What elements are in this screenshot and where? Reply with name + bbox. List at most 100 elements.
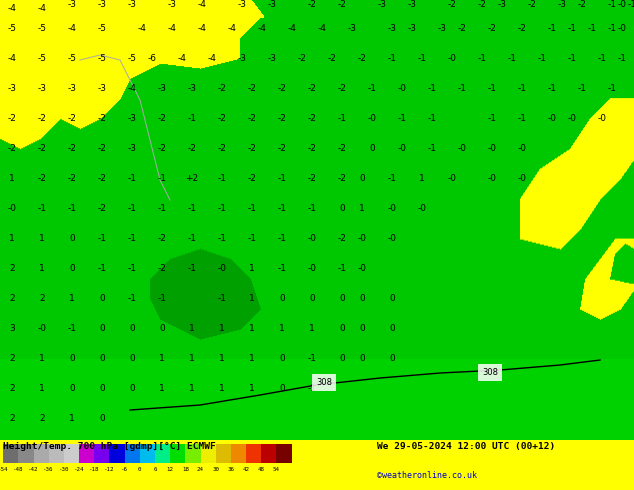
Text: -2: -2 <box>578 0 586 8</box>
Text: 0: 0 <box>389 323 395 333</box>
Text: -5: -5 <box>98 53 107 63</box>
Text: -1: -1 <box>307 203 316 213</box>
Text: -2: -2 <box>158 234 167 243</box>
Text: 0: 0 <box>99 294 105 302</box>
Text: 0: 0 <box>309 294 315 302</box>
Text: 1: 1 <box>189 323 195 333</box>
Bar <box>170 443 185 463</box>
Text: -1: -1 <box>278 173 287 182</box>
Text: -2: -2 <box>98 114 107 122</box>
Text: 1: 1 <box>39 234 45 243</box>
Text: 0: 0 <box>359 353 365 363</box>
Text: -1: -1 <box>217 294 226 302</box>
Text: 36: 36 <box>228 466 235 471</box>
Text: -1: -1 <box>127 294 136 302</box>
Text: -4: -4 <box>198 0 207 8</box>
Text: -1: -1 <box>458 83 467 93</box>
Text: 12: 12 <box>167 466 174 471</box>
Text: -4: -4 <box>207 53 216 63</box>
Text: -5: -5 <box>67 53 77 63</box>
Text: 0: 0 <box>359 294 365 302</box>
Text: -2: -2 <box>68 144 77 152</box>
Text: -3: -3 <box>498 0 507 8</box>
Text: -2: -2 <box>8 114 16 122</box>
Text: 2: 2 <box>9 414 15 422</box>
Text: We 29-05-2024 12:00 UTC (00+12): We 29-05-2024 12:00 UTC (00+12) <box>377 441 555 450</box>
Text: -0: -0 <box>358 264 366 272</box>
Text: -0: -0 <box>398 144 406 152</box>
Text: 1: 1 <box>249 323 255 333</box>
Text: -3: -3 <box>188 83 197 93</box>
Text: -0: -0 <box>488 173 496 182</box>
Text: -1: -1 <box>127 173 136 182</box>
Text: -5: -5 <box>37 53 46 63</box>
Text: 0: 0 <box>369 144 375 152</box>
Text: -3: -3 <box>387 24 396 32</box>
Text: 2: 2 <box>9 264 15 272</box>
Text: 6: 6 <box>153 466 157 471</box>
Text: -5: -5 <box>98 24 107 32</box>
Text: 0: 0 <box>339 323 345 333</box>
Text: -2: -2 <box>158 144 167 152</box>
Text: -2: -2 <box>337 144 346 152</box>
Text: -4: -4 <box>8 3 16 13</box>
Text: -2: -2 <box>278 144 287 152</box>
Text: -4: -4 <box>127 83 136 93</box>
Text: -2: -2 <box>307 114 316 122</box>
Text: -2: -2 <box>337 0 346 8</box>
Text: -2: -2 <box>328 53 337 63</box>
Text: -1: -1 <box>278 203 287 213</box>
Text: -2: -2 <box>247 83 256 93</box>
Text: -2: -2 <box>158 264 167 272</box>
Text: -1: -1 <box>488 114 496 122</box>
Text: 1: 1 <box>39 264 45 272</box>
Text: 1: 1 <box>39 353 45 363</box>
Text: 3: 3 <box>9 323 15 333</box>
Text: -2: -2 <box>358 53 366 63</box>
Text: -1: -1 <box>488 83 496 93</box>
Text: 1: 1 <box>279 323 285 333</box>
Text: -4: -4 <box>318 24 327 32</box>
Text: -1: -1 <box>607 83 616 93</box>
Text: -1: -1 <box>98 264 107 272</box>
Text: 2: 2 <box>9 384 15 392</box>
Text: 0: 0 <box>359 173 365 182</box>
Text: -1: -1 <box>368 83 377 93</box>
Text: -0: -0 <box>548 114 557 122</box>
Text: -2: -2 <box>307 83 316 93</box>
Text: -1: -1 <box>157 173 167 182</box>
Text: 0: 0 <box>69 264 75 272</box>
Text: -2: -2 <box>8 144 16 152</box>
Bar <box>231 443 246 463</box>
Text: +2: +2 <box>185 173 198 182</box>
Text: -1: -1 <box>307 384 316 392</box>
Text: 1: 1 <box>189 384 195 392</box>
Text: -1: -1 <box>217 173 226 182</box>
Text: 0: 0 <box>129 384 135 392</box>
Text: -1: -1 <box>588 24 597 32</box>
Text: -3: -3 <box>238 53 247 63</box>
Bar <box>18 443 34 463</box>
Bar <box>261 443 276 463</box>
Text: -2: -2 <box>278 114 287 122</box>
Text: -3: -3 <box>268 0 276 8</box>
Text: -1: -1 <box>188 203 197 213</box>
Text: -1: -1 <box>607 0 616 8</box>
Text: 42: 42 <box>243 466 250 471</box>
Text: -0: -0 <box>37 323 46 333</box>
Text: 0: 0 <box>99 323 105 333</box>
Text: -3: -3 <box>98 83 107 93</box>
Text: -3: -3 <box>408 0 417 8</box>
Text: -1: -1 <box>337 114 347 122</box>
Bar <box>246 443 261 463</box>
Text: -1: -1 <box>217 203 226 213</box>
Text: -1: -1 <box>618 53 626 63</box>
Text: -0: -0 <box>567 114 576 122</box>
Text: -0: -0 <box>358 234 366 243</box>
Text: -4: -4 <box>228 24 236 32</box>
Text: -6: -6 <box>148 53 157 63</box>
Text: -1: -1 <box>387 53 396 63</box>
Text: 1: 1 <box>189 353 195 363</box>
Text: 1: 1 <box>249 294 255 302</box>
Text: 2: 2 <box>39 294 45 302</box>
